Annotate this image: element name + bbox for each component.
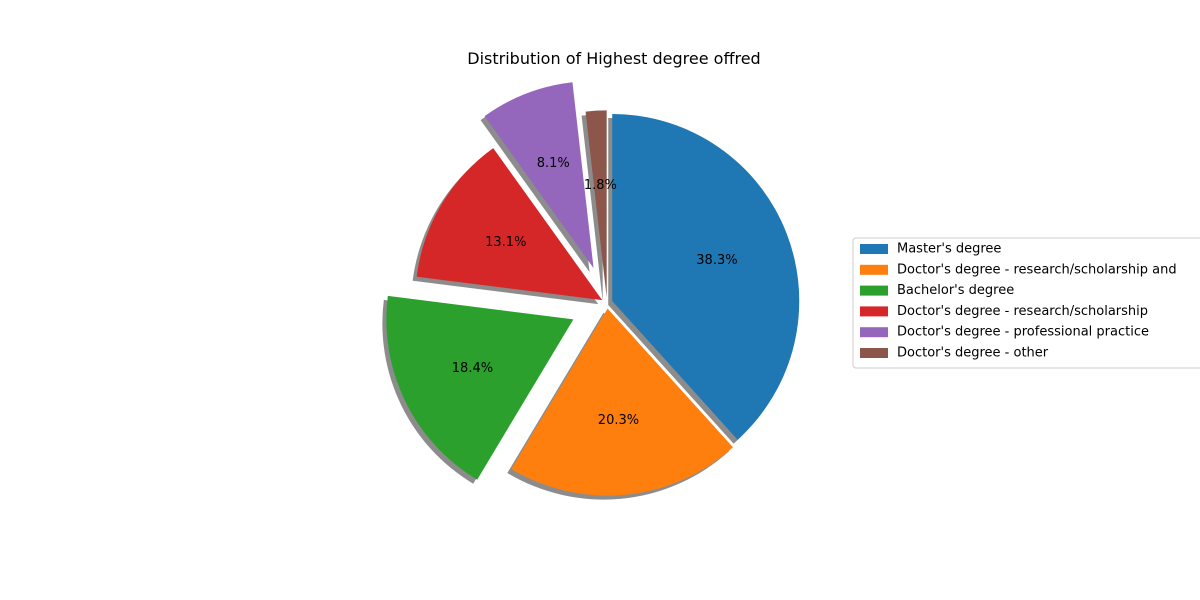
slice-layer <box>386 82 800 496</box>
legend-items: Master's degree Doctor's degree - researc… <box>860 242 1177 361</box>
pie-slice-doctor-s-degree-research-scholarship-and <box>511 308 733 496</box>
legend-label-bachelor-s-degree: Bachelor's degree <box>897 283 1014 298</box>
slice-percent-label: 8.1% <box>537 156 570 171</box>
legend-label-doctor-s-degree-professional-practice: Doctor's degree - professional practice <box>897 325 1149 340</box>
legend-label-doctor-s-degree-research-scholarship-and: Doctor's degree - research/scholarship a… <box>897 262 1177 277</box>
legend-swatch-bachelor-s-degree <box>860 285 888 296</box>
legend-label-doctor-s-degree-other: Doctor's degree - other <box>897 346 1049 361</box>
slice-percent-label: 38.3% <box>696 253 737 268</box>
pie-slice-doctor-s-degree-research-scholarship <box>416 148 603 301</box>
pie-slice-doctor-s-degree-professional-practice <box>484 82 594 269</box>
label-layer: 38.3% 20.3% 18.4% 13.1% 8.1% 1.8% <box>452 156 738 428</box>
legend-swatch-doctor-s-degree-research-scholarship-and <box>860 264 888 275</box>
pie-slice-master-s-degree <box>612 113 800 440</box>
pie-slice-doctor-s-degree-other <box>585 110 607 298</box>
legend: Master's degree Doctor's degree - researc… <box>852 237 1200 369</box>
slice-percent-label: 1.8% <box>584 178 617 193</box>
chart-title: Distribution of Highest degree offred <box>467 49 760 68</box>
legend-frame <box>852 237 1200 369</box>
slice-percent-label: 13.1% <box>485 235 526 250</box>
legend-label-doctor-s-degree-research-scholarship: Doctor's degree - research/scholarship <box>897 304 1148 319</box>
slice-percent-label: 18.4% <box>452 361 493 376</box>
legend-label-master-s-degree: Master's degree <box>897 242 1001 257</box>
pie-slice-bachelor-s-degree <box>386 295 574 480</box>
legend-swatch-doctor-s-degree-other <box>860 348 888 358</box>
legend-swatch-doctor-s-degree-research-scholarship <box>860 306 888 317</box>
legend-swatch-master-s-degree <box>860 244 888 254</box>
legend-swatch-doctor-s-degree-professional-practice <box>860 327 888 338</box>
slice-percent-label: 20.3% <box>598 413 639 428</box>
